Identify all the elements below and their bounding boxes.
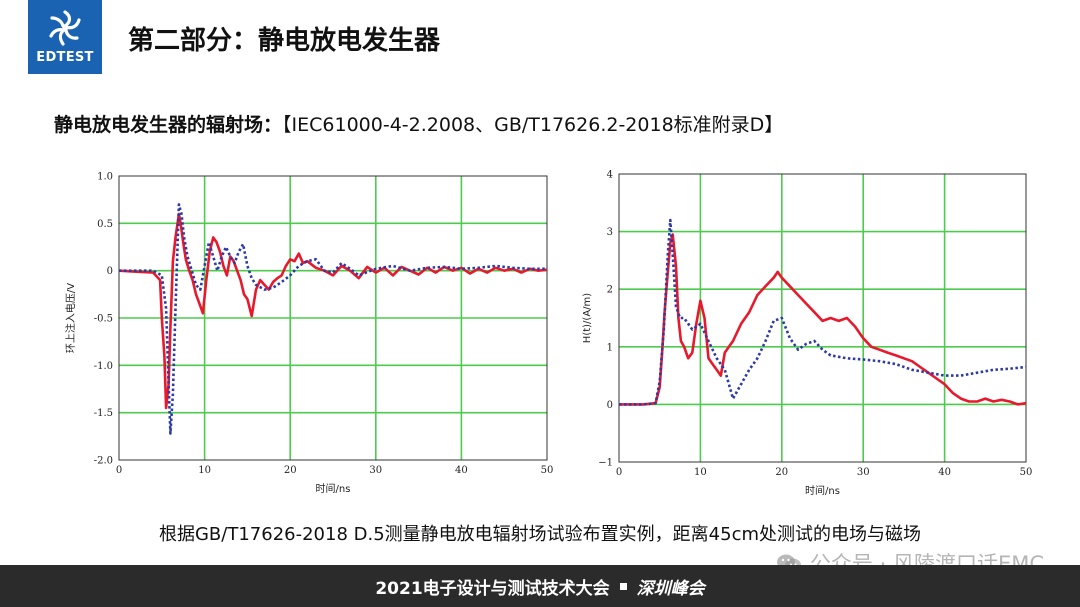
- y-tick-label: -1.5: [94, 408, 113, 419]
- figure-caption: 根据GB/T17626-2018 D.5测量静电放电辐射场试验布置实例，距离45…: [158, 524, 921, 545]
- y-tick-label: -2.0: [94, 456, 113, 467]
- series-line-2: [619, 218, 1027, 406]
- x-tick-label: 0: [116, 465, 122, 476]
- plot-border: [118, 175, 548, 461]
- footer-bar: 2021电子设计与测试技术大会 深圳峰会: [0, 565, 1080, 607]
- x-tick-label: 50: [541, 465, 554, 476]
- logo-text: EDTEST: [36, 50, 94, 65]
- y-tick-label: 4: [607, 170, 613, 181]
- series-line-1: [619, 233, 1027, 406]
- x-tick-label: 0: [616, 467, 622, 478]
- voltage-chart: 0 10 20 30 40 50 1.0 0.5 0 -0.5 -1.0 -1.5 -2.0 时间/ns 环…: [64, 172, 554, 496]
- y-tick-label: 1.0: [97, 172, 113, 183]
- page-title: 第二部分：静电放电发生器: [128, 26, 441, 56]
- x-tick-label: 20: [284, 465, 297, 476]
- plot-border: [618, 173, 1027, 463]
- y-tick-label: -1.0: [94, 361, 113, 372]
- x-tick-label: 10: [198, 465, 211, 476]
- series-line-2: [119, 203, 547, 435]
- footer-summit: 深圳峰会: [636, 578, 705, 599]
- y-axis-label: 环上注入电压/V: [64, 283, 77, 353]
- x-axis-label: 时间/ns: [316, 482, 351, 495]
- y-tick-label: 0: [607, 400, 613, 411]
- edtest-logo: EDTEST: [28, 0, 102, 74]
- y-tick-label: 0: [107, 266, 113, 277]
- footer-separator: [619, 582, 627, 590]
- y-tick-label: 0.5: [97, 219, 113, 230]
- subtitle-main: 静电放电发生器的辐射场：: [54, 114, 283, 136]
- slide-subtitle: 静电放电发生器的辐射场：【IEC61000-4-2.2008、GB/T17626…: [54, 110, 783, 137]
- x-tick-label: 20: [775, 467, 788, 478]
- x-axis-label: 时间/ns: [805, 484, 840, 497]
- plot-area: [618, 173, 1027, 463]
- y-axis-label: H(t)/(A/m): [582, 293, 593, 343]
- y-tick-label: 1: [607, 342, 613, 353]
- x-tick-label: 50: [1020, 467, 1033, 478]
- x-tick-label: 10: [694, 467, 707, 478]
- x-tick-label: 30: [369, 465, 382, 476]
- y-tick-label: -0.5: [94, 314, 113, 325]
- y-tick-label: −1: [598, 458, 613, 469]
- logo-mark-icon: [49, 10, 81, 46]
- y-tick-label: 2: [607, 285, 613, 296]
- footer-conference: 2021电子设计与测试技术大会: [375, 578, 610, 599]
- subtitle-standard: 【IEC61000-4-2.2008、GB/T17626.2-2018标准附录D…: [282, 114, 784, 136]
- y-tick-label: 3: [607, 227, 613, 238]
- x-tick-label: 40: [938, 467, 951, 478]
- x-tick-label: 30: [857, 467, 870, 478]
- x-tick-label: 40: [455, 465, 468, 476]
